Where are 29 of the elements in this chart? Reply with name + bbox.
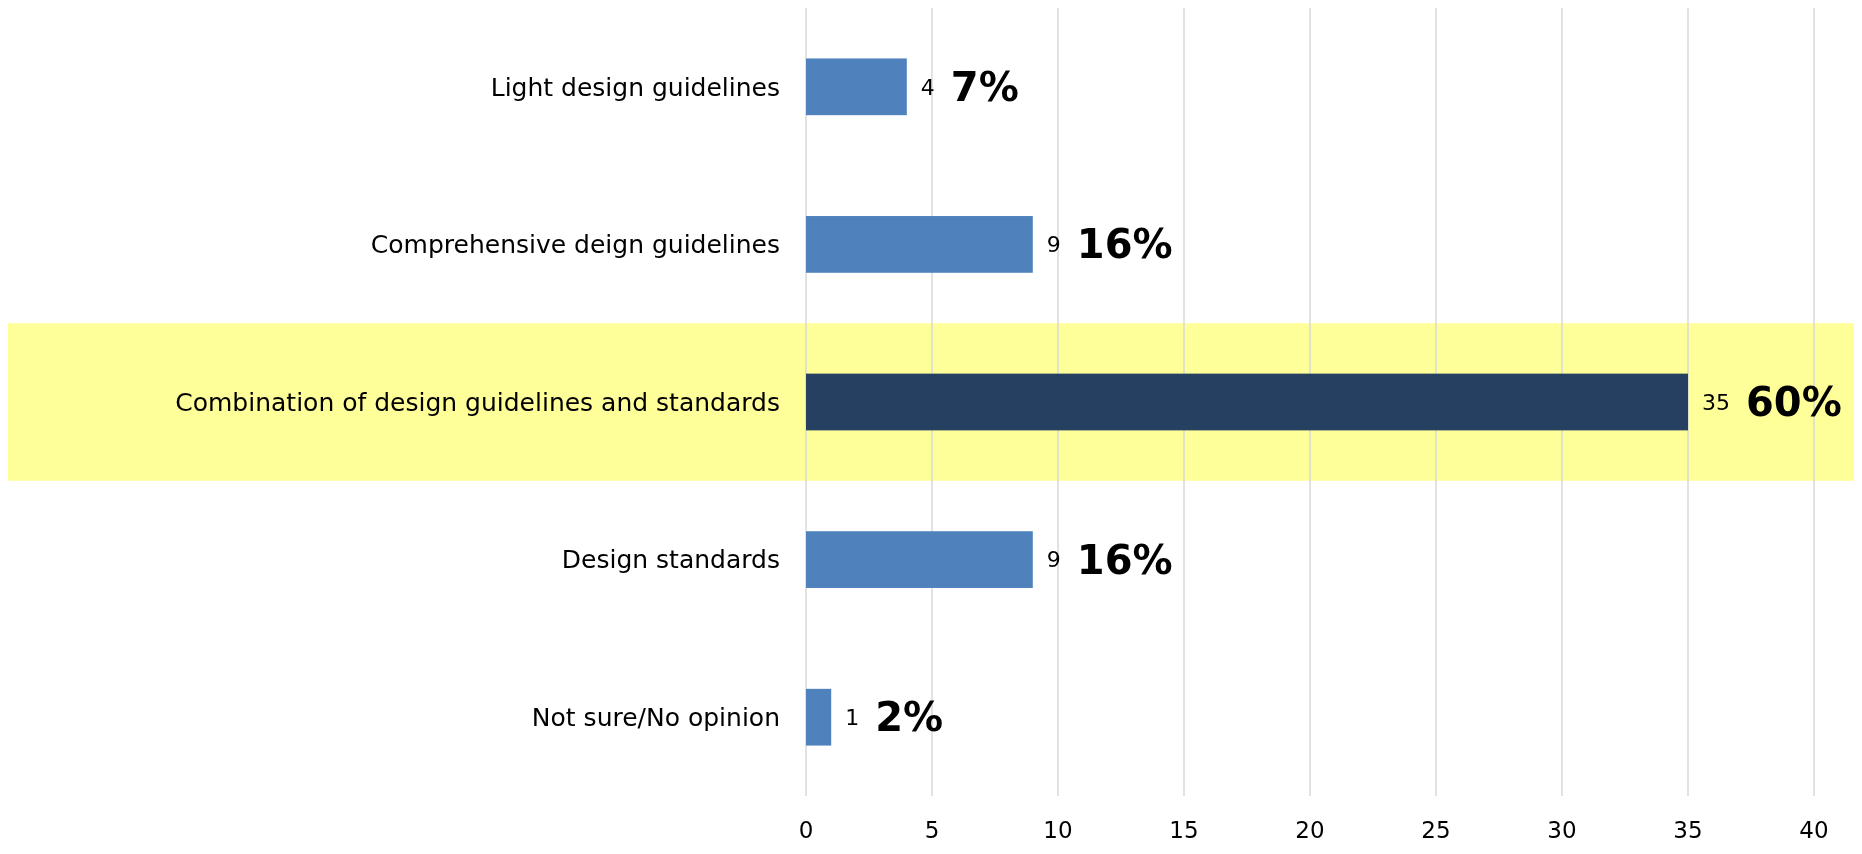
- data-label: 4: [920, 74, 935, 100]
- x-tick-label: 25: [1421, 817, 1451, 843]
- y-tick-label: Not sure/No opinion: [531, 702, 780, 732]
- annotation: 60%: [1746, 379, 1842, 425]
- x-tick-label: 15: [1169, 817, 1199, 843]
- data-label: 9: [1046, 232, 1061, 258]
- bar: [806, 58, 907, 116]
- data-label: 35: [1702, 389, 1730, 415]
- x-tick-label: 30: [1547, 817, 1577, 843]
- y-tick-label: Design standards: [561, 545, 780, 575]
- x-tick-label: 0: [798, 817, 814, 843]
- x-tick-label: 35: [1673, 817, 1703, 843]
- y-tick-label: Combination of design guidelines and standards: [175, 387, 780, 417]
- bar: [806, 373, 1688, 431]
- x-tick-label: 5: [924, 817, 940, 843]
- y-tick-label: Light design guidelines: [490, 72, 780, 102]
- bar: [806, 216, 1033, 273]
- bar: [806, 688, 832, 746]
- bar: [806, 531, 1033, 588]
- y-tick-label: Comprehensive deign guidelines: [370, 230, 780, 260]
- annotation: 16%: [1076, 221, 1173, 268]
- annotation: 2%: [875, 694, 944, 741]
- data-label: 9: [1046, 547, 1061, 573]
- data-label: 1: [845, 704, 860, 730]
- x-tick-label: 20: [1295, 817, 1325, 843]
- x-tick-label: 40: [1799, 817, 1829, 843]
- annotation: 7%: [950, 63, 1019, 110]
- x-tick-label: 10: [1043, 817, 1073, 843]
- annotation: 16%: [1076, 536, 1173, 583]
